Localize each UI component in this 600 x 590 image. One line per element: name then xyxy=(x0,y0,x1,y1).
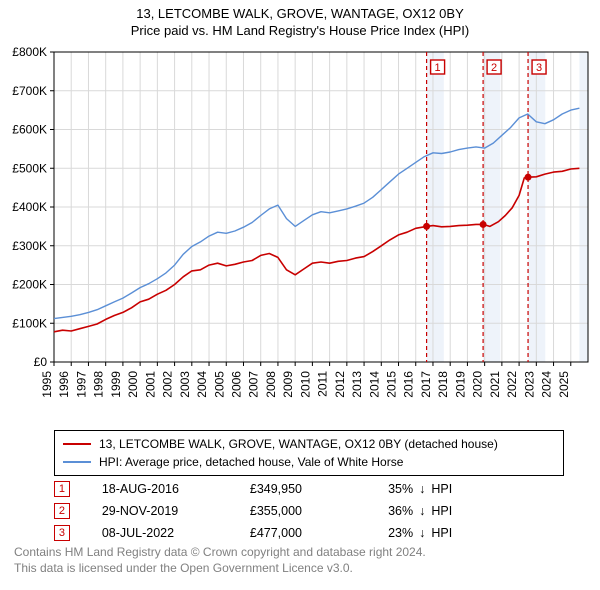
svg-text:2012: 2012 xyxy=(333,371,347,398)
legend-item-price-paid: 13, LETCOMBE WALK, GROVE, WANTAGE, OX12 … xyxy=(63,435,555,453)
svg-text:£0: £0 xyxy=(34,355,48,369)
svg-text:2025: 2025 xyxy=(557,371,571,398)
legend-label: 13, LETCOMBE WALK, GROVE, WANTAGE, OX12 … xyxy=(99,435,498,453)
svg-text:£600K: £600K xyxy=(12,123,47,137)
svg-text:1996: 1996 xyxy=(57,371,71,398)
svg-text:2014: 2014 xyxy=(367,371,381,398)
legend-swatch xyxy=(63,461,91,463)
svg-text:2005: 2005 xyxy=(212,371,226,398)
table-row: 2 29-NOV-2019 £355,000 36%↓HPI xyxy=(54,500,546,522)
svg-text:£300K: £300K xyxy=(12,239,47,253)
svg-text:2016: 2016 xyxy=(402,371,416,398)
svg-text:2022: 2022 xyxy=(505,371,519,398)
arrow-down-icon: ↓ xyxy=(419,504,425,518)
svg-text:1997: 1997 xyxy=(74,371,88,398)
marker-badge: 2 xyxy=(54,503,70,519)
svg-text:£700K: £700K xyxy=(12,84,47,98)
chart-title-sub: Price paid vs. HM Land Registry's House … xyxy=(4,23,596,38)
chart-titles: 13, LETCOMBE WALK, GROVE, WANTAGE, OX12 … xyxy=(0,0,600,40)
svg-text:1995: 1995 xyxy=(40,371,54,398)
price-chart: £0 £100K £200K £300K £400K £500K £600K £700K £80… xyxy=(0,46,600,418)
sale-price: £355,000 xyxy=(250,504,388,518)
legend-item-hpi: HPI: Average price, detached house, Vale… xyxy=(63,453,555,471)
footer-line: This data is licensed under the Open Gov… xyxy=(14,560,426,576)
chart-title-address: 13, LETCOMBE WALK, GROVE, WANTAGE, OX12 … xyxy=(4,6,596,21)
sale-date: 29-NOV-2019 xyxy=(70,504,250,518)
svg-text:2023: 2023 xyxy=(522,371,536,398)
svg-text:2002: 2002 xyxy=(161,371,175,398)
svg-text:3: 3 xyxy=(536,62,542,74)
svg-text:2009: 2009 xyxy=(281,371,295,398)
svg-text:2003: 2003 xyxy=(178,371,192,398)
sale-vs-hpi: 35%↓HPI xyxy=(388,482,546,496)
svg-text:2010: 2010 xyxy=(298,371,312,398)
sale-date: 08-JUL-2022 xyxy=(70,526,250,540)
svg-text:2021: 2021 xyxy=(488,371,502,398)
table-row: 1 18-AUG-2016 £349,950 35%↓HPI xyxy=(54,478,546,500)
sale-events-table: 1 18-AUG-2016 £349,950 35%↓HPI 2 29-NOV-… xyxy=(54,478,546,544)
svg-text:1: 1 xyxy=(435,62,441,74)
chart-legend: 13, LETCOMBE WALK, GROVE, WANTAGE, OX12 … xyxy=(54,430,564,476)
sale-date: 18-AUG-2016 xyxy=(70,482,250,496)
sale-price: £477,000 xyxy=(250,526,388,540)
legend-swatch xyxy=(63,443,91,445)
table-row: 3 08-JUL-2022 £477,000 23%↓HPI xyxy=(54,522,546,544)
svg-text:2008: 2008 xyxy=(264,371,278,398)
svg-text:£800K: £800K xyxy=(12,46,47,59)
svg-text:2024: 2024 xyxy=(540,371,554,398)
marker-badge: 3 xyxy=(54,525,70,541)
arrow-down-icon: ↓ xyxy=(419,526,425,540)
sale-vs-hpi: 23%↓HPI xyxy=(388,526,546,540)
svg-text:2: 2 xyxy=(491,62,497,74)
svg-text:£200K: £200K xyxy=(12,278,47,292)
sale-vs-hpi: 36%↓HPI xyxy=(388,504,546,518)
legend-label: HPI: Average price, detached house, Vale… xyxy=(99,453,403,471)
svg-text:2004: 2004 xyxy=(195,371,209,398)
svg-text:2013: 2013 xyxy=(350,371,364,398)
svg-text:£100K: £100K xyxy=(12,316,47,330)
svg-text:£400K: £400K xyxy=(12,200,47,214)
svg-text:2020: 2020 xyxy=(471,371,485,398)
svg-text:2019: 2019 xyxy=(453,371,467,398)
svg-text:1998: 1998 xyxy=(92,371,106,398)
svg-text:2015: 2015 xyxy=(385,371,399,398)
marker-badge: 1 xyxy=(54,481,70,497)
svg-text:2006: 2006 xyxy=(229,371,243,398)
svg-text:2007: 2007 xyxy=(247,371,261,398)
svg-text:2001: 2001 xyxy=(143,371,157,398)
svg-text:1999: 1999 xyxy=(109,371,123,398)
arrow-down-icon: ↓ xyxy=(419,482,425,496)
svg-text:2011: 2011 xyxy=(316,371,330,397)
svg-text:£500K: £500K xyxy=(12,161,47,175)
svg-text:2000: 2000 xyxy=(126,371,140,398)
attribution-footer: Contains HM Land Registry data © Crown c… xyxy=(14,544,426,576)
svg-text:2017: 2017 xyxy=(419,371,433,398)
svg-text:2018: 2018 xyxy=(436,371,450,398)
footer-line: Contains HM Land Registry data © Crown c… xyxy=(14,544,426,560)
sale-price: £349,950 xyxy=(250,482,388,496)
